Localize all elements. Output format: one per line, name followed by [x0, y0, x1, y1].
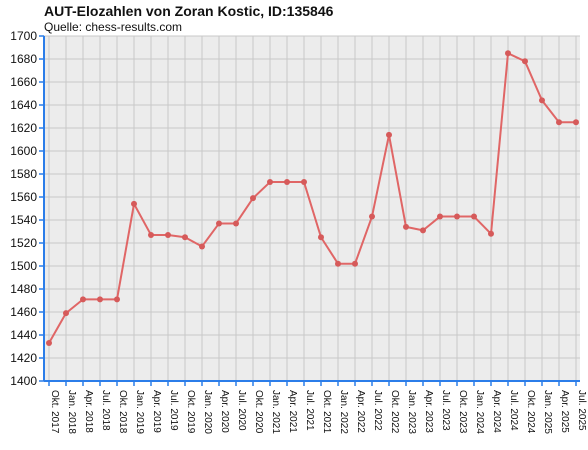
data-point — [352, 260, 358, 267]
data-point — [488, 230, 494, 237]
data-point — [46, 340, 52, 347]
x-tick-label: Apr. 2025 — [559, 390, 570, 433]
data-point — [539, 97, 545, 104]
data-point — [165, 231, 171, 238]
y-tick-label: 1540 — [10, 213, 37, 227]
data-point — [420, 227, 426, 234]
x-tick-label: Jul. 2020 — [236, 390, 247, 431]
y-tick-labels: 1400 1420 1440 1460 1480 1500 1520 1540 1560 1580… — [10, 29, 37, 388]
x-tick-label: Jul. 2018 — [100, 390, 111, 431]
x-tick-labels: Okt. 2017 Jan. 2018 Apr. 2018 Jul. 2018 Okt.… — [49, 390, 587, 434]
x-tick-label: Jan. 2023 — [406, 390, 417, 434]
data-point — [573, 119, 579, 126]
data-point — [301, 179, 307, 186]
y-tick-label: 1600 — [10, 144, 37, 158]
x-tick-label: Apr. 2018 — [83, 390, 94, 433]
data-point — [386, 131, 392, 138]
x-tick-label: Jan. 2022 — [338, 390, 349, 434]
x-tick-label: Jul. 2023 — [440, 390, 451, 431]
x-tick-label: Jan. 2021 — [270, 390, 281, 434]
y-tick-label: 1500 — [10, 259, 37, 273]
data-point — [471, 213, 477, 220]
x-tick-label: Okt. 2021 — [321, 390, 332, 434]
x-tick-label: Okt. 2017 — [49, 390, 60, 434]
data-point — [199, 243, 205, 250]
y-tick-label: 1460 — [10, 305, 37, 319]
data-point — [148, 231, 154, 238]
data-point — [335, 260, 341, 267]
x-tick-label: Jul. 2022 — [372, 390, 383, 431]
x-tick-label: Okt. 2024 — [525, 390, 536, 434]
x-tick-label: Okt. 2020 — [253, 390, 264, 434]
data-point — [403, 223, 409, 230]
data-point — [97, 296, 103, 303]
data-point — [250, 195, 256, 202]
y-tick-label: 1580 — [10, 167, 37, 181]
x-tick-label: Jan. 2018 — [66, 390, 77, 434]
y-tick-label: 1400 — [10, 374, 37, 388]
data-point — [131, 200, 137, 207]
chart-subtitle: Quelle: chess-results.com — [44, 20, 183, 34]
x-tick-label: Apr. 2022 — [355, 390, 366, 433]
data-points — [46, 50, 579, 347]
x-tick-label: Jan. 2025 — [542, 390, 553, 434]
series-line — [48, 52, 576, 344]
x-tick-label: Okt. 2019 — [185, 390, 196, 434]
data-point — [522, 58, 528, 65]
data-point — [267, 179, 273, 186]
data-point — [454, 213, 460, 220]
data-point — [437, 213, 443, 220]
x-tick-label: Jul. 2021 — [304, 390, 315, 431]
x-tick-label: Jan. 2024 — [474, 390, 485, 434]
data-point — [80, 296, 86, 303]
data-point — [556, 119, 562, 126]
data-point — [284, 179, 290, 186]
data-point — [233, 220, 239, 227]
data-point — [114, 296, 120, 303]
x-tick-label: Apr. 2024 — [491, 390, 502, 433]
x-tick-label: Okt. 2018 — [117, 390, 128, 434]
x-tick-label: Apr. 2021 — [287, 390, 298, 433]
y-tick-label: 1440 — [10, 328, 37, 342]
x-tick-label: Okt. 2023 — [457, 390, 468, 434]
y-tick-label: 1640 — [10, 98, 37, 112]
y-tick-label: 1700 — [10, 29, 37, 43]
x-tick-label: Jan. 2019 — [134, 390, 145, 434]
x-tick-label: Jan. 2020 — [202, 390, 213, 434]
x-tick-label: Apr. 2019 — [151, 390, 162, 433]
y-tick-label: 1620 — [10, 121, 37, 135]
chart-title: AUT-Elozahlen von Zoran Kostic, ID:13584… — [44, 3, 334, 19]
y-tick-label: 1420 — [10, 351, 37, 365]
x-tick-label: Apr. 2020 — [219, 390, 230, 433]
data-point — [369, 213, 375, 220]
data-point — [182, 234, 188, 241]
x-tick-label: Jul. 2024 — [508, 390, 519, 431]
x-tick-label: Jul. 2025 — [576, 390, 587, 431]
data-point — [216, 220, 222, 227]
y-tick-label: 1560 — [10, 190, 37, 204]
data-point — [318, 234, 324, 241]
y-tick-label: 1660 — [10, 75, 37, 89]
y-tick-label: 1520 — [10, 236, 37, 250]
data-point — [505, 50, 511, 57]
axes — [39, 35, 580, 386]
y-tick-label: 1480 — [10, 282, 37, 296]
x-tick-label: Okt. 2022 — [389, 390, 400, 434]
data-point — [63, 310, 69, 317]
y-tick-label: 1680 — [10, 52, 37, 66]
gridlines — [44, 35, 580, 382]
x-tick-label: Jul. 2019 — [168, 390, 179, 431]
x-tick-label: Apr. 2023 — [423, 390, 434, 433]
